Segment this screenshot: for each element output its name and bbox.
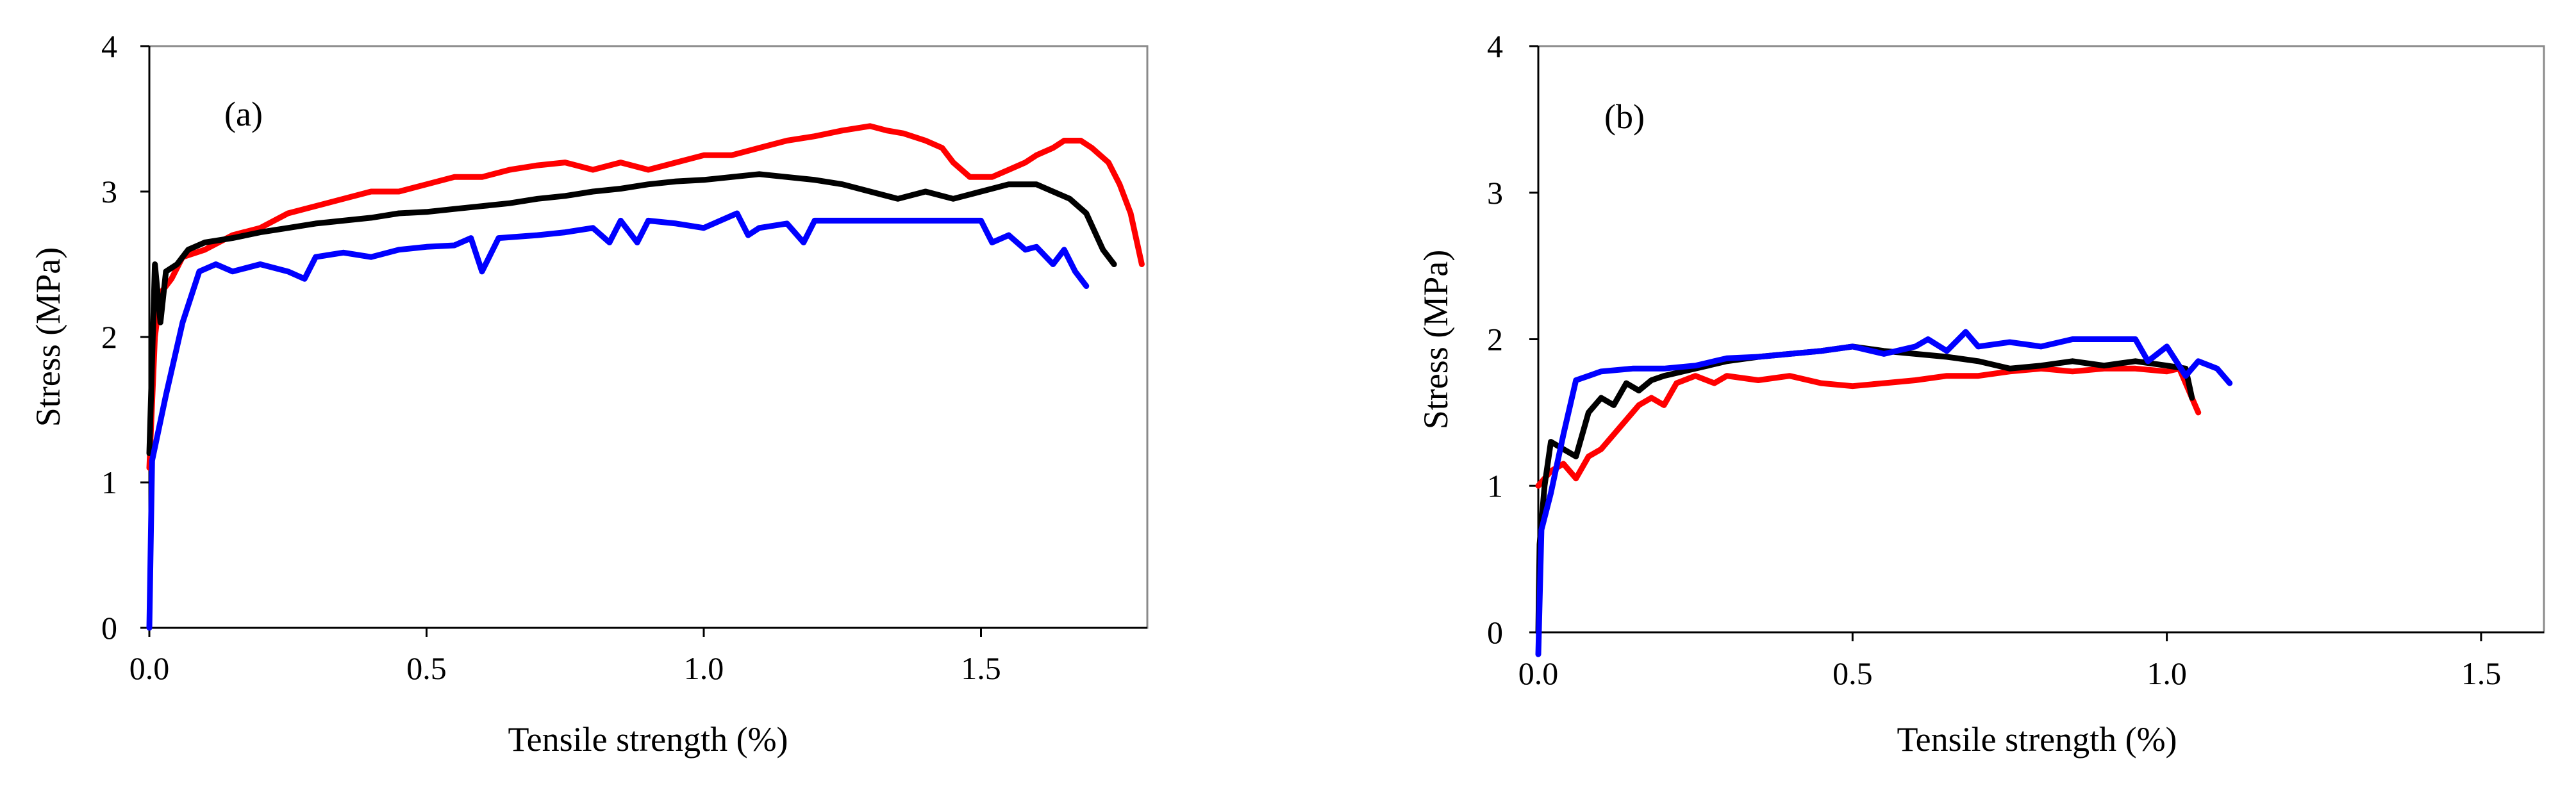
x-tick-label: 1.0 xyxy=(684,650,724,686)
y-tick-label: 0 xyxy=(101,610,117,646)
series-group xyxy=(146,123,1145,631)
panel-label: (b) xyxy=(1604,97,1645,136)
series-group xyxy=(1535,329,2233,657)
x-tick-label: 0.5 xyxy=(406,650,447,686)
y-tick-label: 0 xyxy=(1487,614,1503,650)
series-line-blue xyxy=(1535,329,2233,657)
series-line-red xyxy=(1535,365,2202,489)
x-tick-label: 0.0 xyxy=(129,650,170,686)
series-line-red xyxy=(146,123,1145,471)
x-axis-title: Tensile strength (%) xyxy=(508,720,788,759)
y-tick-label: 3 xyxy=(1487,175,1503,211)
plot-area-frame xyxy=(1537,45,2545,634)
y-tick-label: 1 xyxy=(101,464,117,500)
y-tick-label: 2 xyxy=(1487,322,1503,357)
x-tick-label: 1.0 xyxy=(2147,655,2187,691)
y-tick-label: 1 xyxy=(1487,468,1503,504)
y-axis-title: Stress (MPa) xyxy=(29,247,67,427)
plot-area-frame xyxy=(148,45,1149,629)
series-line-blue xyxy=(146,210,1090,631)
x-tick-label: 1.5 xyxy=(2461,655,2502,691)
y-tick-label: 2 xyxy=(101,319,117,355)
y-tick-label: 4 xyxy=(1487,28,1503,64)
y-tick-label: 3 xyxy=(101,174,117,209)
axis-ticks: 0.0 0.5 1.0 1.5 0 1 2 3 4 xyxy=(101,28,1001,686)
x-tick-label: 0.0 xyxy=(1518,655,1559,691)
series-line-black xyxy=(1535,343,2195,636)
y-axis-title: Stress (MPa) xyxy=(1417,250,1455,430)
panel-label: (a) xyxy=(224,95,263,133)
x-tick-label: 0.5 xyxy=(1832,655,1873,691)
series-line-black xyxy=(146,171,1117,457)
y-tick-label: 4 xyxy=(101,28,117,64)
x-axis-title: Tensile strength (%) xyxy=(1897,720,2177,759)
axis-ticks: 0.0 0.5 1.0 1.5 0 1 2 3 4 xyxy=(1487,28,2501,691)
chart-panel-b: 0.0 0.5 1.0 1.5 0 1 2 3 4 (b) Tensile strength (… xyxy=(1417,28,2545,759)
x-tick-label: 1.5 xyxy=(961,650,1001,686)
chart-panel-a: 0.0 0.5 1.0 1.5 0 1 2 3 4 (a) Tensile strength (… xyxy=(29,28,1149,759)
